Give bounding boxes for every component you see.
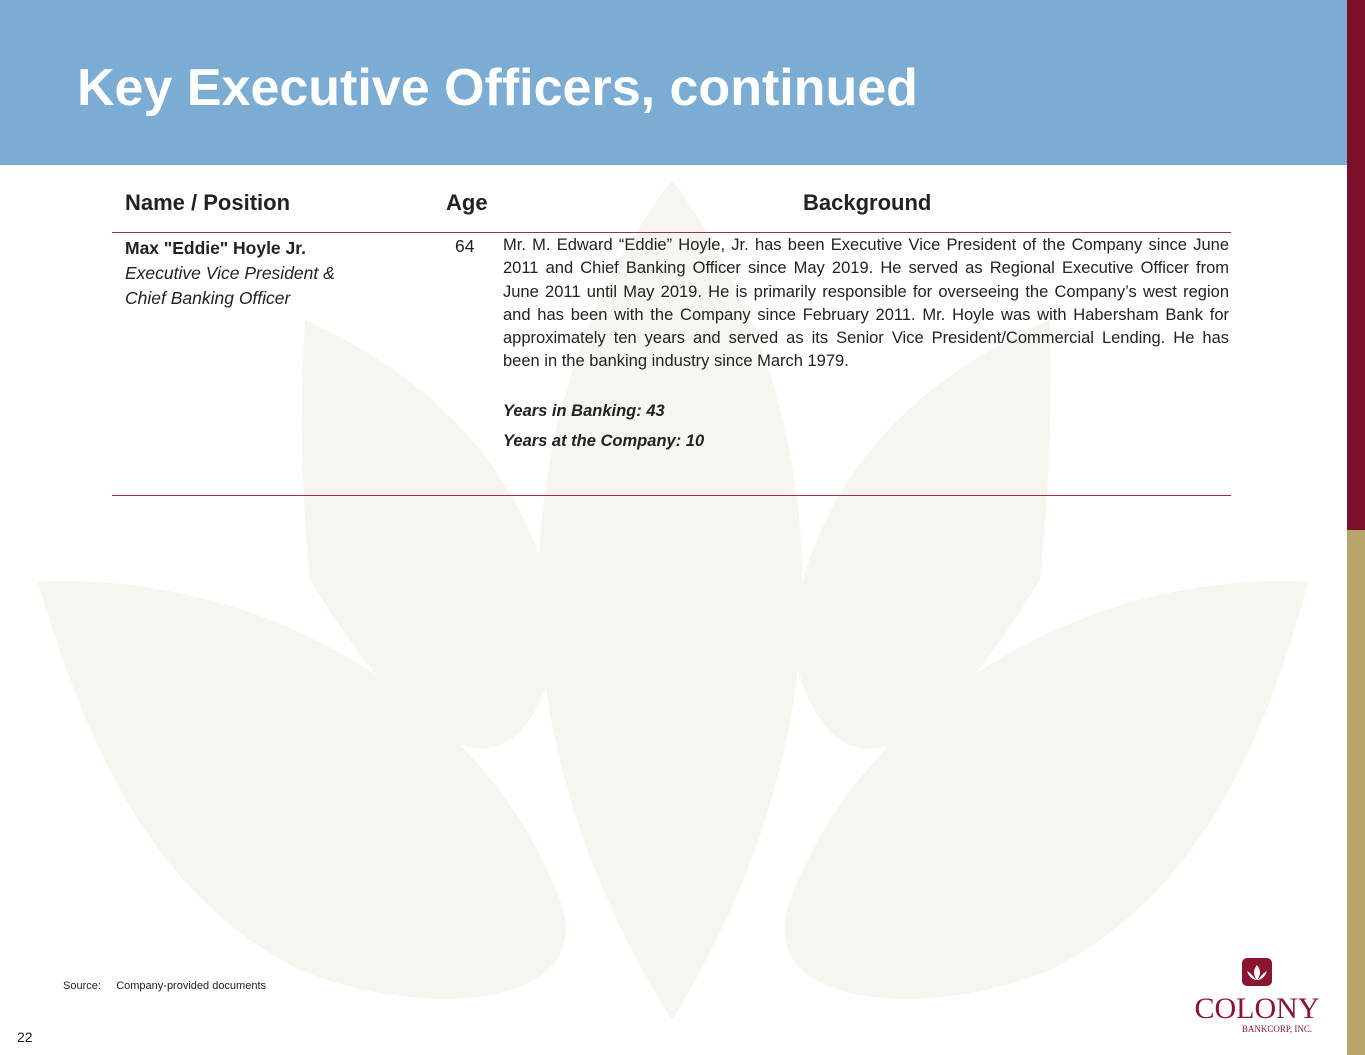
lotus-logo-icon	[1242, 958, 1272, 986]
years-in-banking: Years in Banking: 43	[503, 402, 665, 420]
page-number: 22	[17, 1029, 33, 1045]
column-header-name: Name / Position	[125, 190, 291, 215]
footer-rule	[112, 495, 1231, 496]
column-header-age: Age	[446, 190, 488, 215]
officer-name: Max "Eddie" Hoyle Jr.	[125, 238, 306, 258]
officer-background: Mr. M. Edward “Eddie” Hoyle, Jr. has bee…	[503, 236, 1229, 371]
officer-age: 64	[455, 236, 475, 256]
officer-name-position: Max "Eddie" Hoyle Jr. Executive Vice Pre…	[125, 236, 335, 311]
column-header-background: Background	[803, 190, 932, 215]
source-label: Source:	[63, 980, 101, 992]
logo-sub: BANKCORP, INC.	[1241, 1024, 1313, 1034]
page-title: Key Executive Officers, continued	[77, 59, 918, 117]
officer-position-2: Chief Banking Officer	[125, 288, 291, 308]
source-note: Source: Company-provided documents	[63, 980, 266, 992]
officer-position-1: Executive Vice President &	[125, 263, 335, 283]
years-at-company: Years at the Company: 10	[503, 432, 705, 450]
side-bar-maroon	[1347, 0, 1365, 530]
source-text: Company-provided documents	[116, 980, 267, 992]
colony-logo: COLONY BANKCORP, INC.	[1192, 955, 1322, 1034]
header-banner: Key Executive Officers, continued	[0, 0, 1347, 165]
logo-name: COLONY	[1194, 992, 1320, 1025]
header-rule	[112, 232, 1231, 233]
side-bar-gold	[1347, 530, 1365, 1055]
lotus-watermark	[38, 180, 1308, 1020]
